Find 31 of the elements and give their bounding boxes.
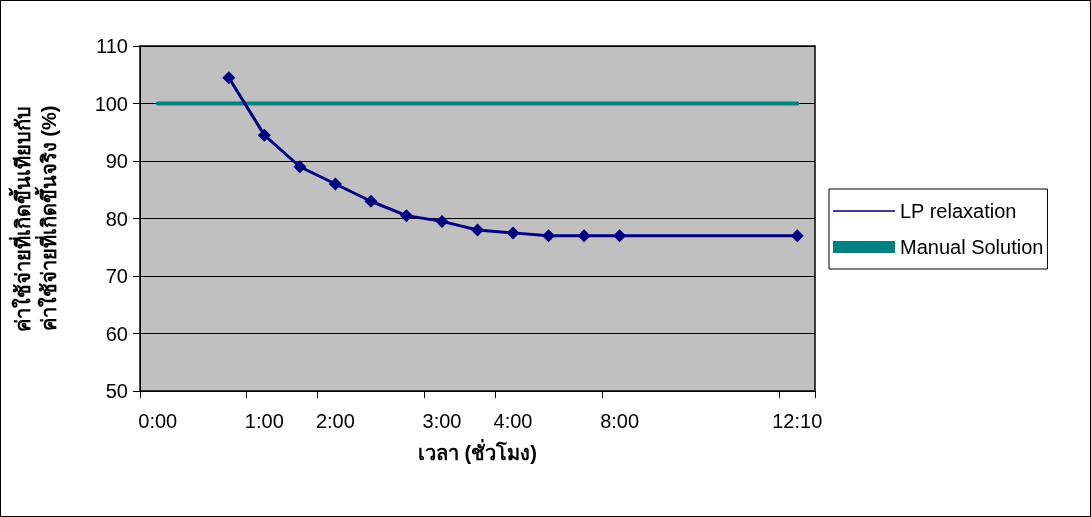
- legend-label: Manual Solution: [900, 236, 1044, 258]
- point: [399, 209, 413, 223]
- x-tick-label: 4:00: [493, 410, 533, 432]
- y-tick-label: 100: [94, 92, 128, 115]
- x-tick-label: 3:00: [422, 410, 462, 432]
- x-tick-label: 1:00: [244, 410, 284, 432]
- point: [506, 226, 520, 240]
- point: [542, 229, 556, 243]
- point: [613, 229, 627, 243]
- point: [435, 214, 449, 228]
- point: [222, 71, 236, 85]
- point: [328, 177, 342, 191]
- point: [257, 128, 271, 142]
- y-tick-label: 70: [105, 265, 128, 287]
- y-tick-label: 110: [96, 35, 128, 57]
- point: [577, 229, 591, 243]
- y-tick-label: 90: [105, 150, 128, 172]
- y-tick-label: 80: [105, 207, 128, 230]
- point: [471, 223, 484, 237]
- point: [364, 194, 378, 208]
- point: [293, 160, 307, 174]
- x-axis-title: เวลา (ชั่วโมง): [418, 438, 537, 464]
- x-tick-label: 2:00: [315, 410, 355, 432]
- x-tick-label: 12:10: [772, 410, 823, 432]
- legend-label: LP relaxation: [900, 200, 1017, 222]
- y-tick-label: 60: [105, 322, 128, 345]
- y-axis-title: ค่าใช้จ่ายที่เกิดขึ้นเทียบกับ ค่าใช้จ่ายที่เกิดขึ้นจริง (%): [8, 105, 60, 332]
- x-tick-label: 8:00: [600, 410, 640, 432]
- point: [790, 229, 804, 243]
- y-tick-label: 50: [105, 380, 128, 402]
- x-tick-label: 0:00: [138, 410, 178, 432]
